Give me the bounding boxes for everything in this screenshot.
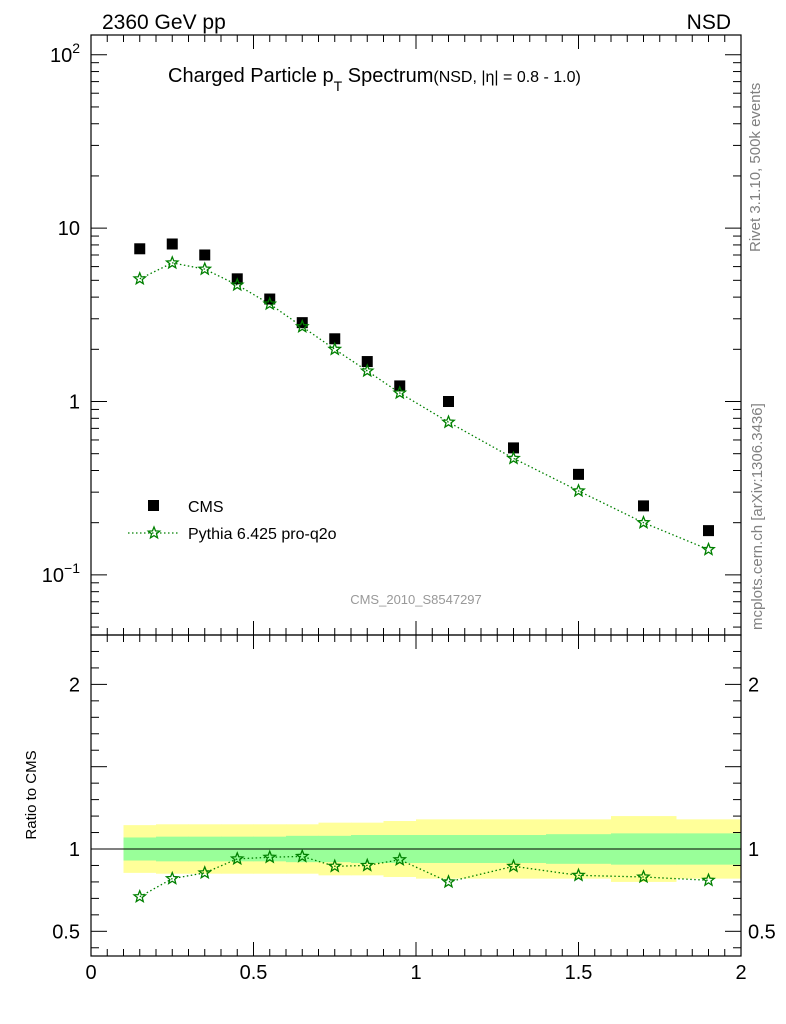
analysis-tag: CMS_2010_S8547297 <box>350 592 482 607</box>
ratio-mc-star-marker <box>506 858 521 873</box>
title-main-2: Spectrum <box>342 65 433 87</box>
main-ytick-label: 102 <box>50 40 80 67</box>
energy-label: 2360 GeV pp <box>102 11 226 34</box>
cms-data-point <box>361 356 373 368</box>
ratio-mc-star-marker <box>294 848 310 863</box>
legend-mc-marker <box>146 525 162 540</box>
ratio-mc-star-marker <box>392 851 408 866</box>
rivet-label: Rivet 3.1.10, 500k events <box>747 83 764 252</box>
ratio-ytick-label-left: 1 <box>69 839 80 861</box>
ratio-ytick-label-left: 2 <box>69 674 80 696</box>
cms-data-point <box>296 317 308 329</box>
legend-star-shape <box>146 525 162 540</box>
mcplots-label: mcplots.cern.ch [arXiv:1306.3436] <box>749 403 766 630</box>
ratio-ytick-label-right: 1 <box>748 839 759 861</box>
cms-data-point <box>703 525 714 537</box>
cms-data-point <box>134 243 146 255</box>
ytick-base: 10 <box>42 565 64 587</box>
ratio-ytick-label-right: 0.5 <box>748 921 776 943</box>
mc-star-marker <box>506 450 521 465</box>
title-main: Charged Particle p <box>168 65 334 87</box>
mc-star-marker <box>359 363 375 378</box>
mc-star-marker <box>701 541 716 556</box>
ratio-mc-star-marker <box>262 849 278 864</box>
ratio-xtick-label: 2 <box>735 962 746 984</box>
ratio-mc-star-marker <box>359 857 375 872</box>
chart-title: Charged Particle pT Spectrum(NSD, |η| = … <box>168 65 581 94</box>
process-label: NSD <box>687 11 731 34</box>
mc-star-marker <box>197 261 213 276</box>
ratio-ytick-label-right: 2 <box>748 674 759 696</box>
mc-star-marker <box>132 271 148 286</box>
ratio-xtick-label: 1.5 <box>565 962 593 984</box>
ratio-xtick-label: 0 <box>85 962 96 984</box>
ratio-ylabel: Ratio to CMS <box>23 750 40 839</box>
mc-star-marker <box>229 277 245 292</box>
ratio-xtick-label: 1 <box>410 962 421 984</box>
ratio-mc-star-marker <box>441 874 456 889</box>
legend-mc-label: Pythia 6.425 pro-q2o <box>188 526 337 543</box>
mc-star-marker <box>441 414 456 429</box>
ratio-mc-star-marker <box>571 867 586 882</box>
ratio-tick-marks: 0.5 0.51 12 20 0.5 1 1.5 2 <box>52 634 776 984</box>
main-ytick-label: 1 <box>69 392 80 414</box>
cms-data-point <box>199 249 211 261</box>
mc-star-marker <box>164 255 180 270</box>
main-ytick-label: 10 <box>58 218 80 240</box>
cms-data-point <box>508 442 519 454</box>
cms-data-point <box>329 333 341 345</box>
legend-cms-label: CMS <box>188 499 224 516</box>
ratio-frame <box>90 634 742 957</box>
mc-star-marker <box>571 483 586 498</box>
legend-cms-marker <box>148 500 159 511</box>
main-frame <box>90 34 742 636</box>
cms-data-point <box>638 500 649 512</box>
mc-star-marker <box>294 318 310 334</box>
title-small: (NSD, |η| = 0.8 - 1.0) <box>433 69 580 86</box>
title-subscript: T <box>334 78 343 94</box>
ytick-base: 1 <box>69 392 80 414</box>
ratio-mc-star-marker <box>701 872 716 887</box>
mc-star-marker <box>392 385 408 400</box>
cms-data-point <box>443 396 454 408</box>
ytick-exponent: 2 <box>72 40 80 56</box>
main-ytick-label: 10−1 <box>42 560 80 587</box>
main-data-layer <box>132 238 716 556</box>
ytick-base: 10 <box>58 218 80 240</box>
mc-line <box>139 262 709 551</box>
ratio-mc-star-marker <box>636 869 651 884</box>
ytick-exponent: −1 <box>64 560 80 576</box>
ratio-panel: 0.5 0.51 12 20 0.5 1 1.5 2 Ratio to CMS <box>23 634 776 984</box>
ratio-mc-star-marker <box>197 865 213 880</box>
ratio-mc-star-marker <box>164 870 180 885</box>
ratio-mc-star-marker <box>327 858 343 873</box>
ytick-base: 10 <box>50 45 72 67</box>
mc-star-marker <box>327 341 343 356</box>
ratio-ytick-label-left: 0.5 <box>52 921 80 943</box>
legend: CMS Pythia 6.425 pro-q2o <box>128 499 337 543</box>
ratio-xtick-label: 0.5 <box>240 962 268 984</box>
ratio-mc-star-marker <box>229 851 245 866</box>
ratio-data-layer <box>132 848 716 904</box>
cms-data-point <box>573 468 584 480</box>
ratio-mc-star-marker <box>132 888 148 904</box>
mc-star-marker <box>636 514 651 529</box>
mc-star-marker <box>262 296 278 311</box>
cms-data-point <box>166 238 178 250</box>
